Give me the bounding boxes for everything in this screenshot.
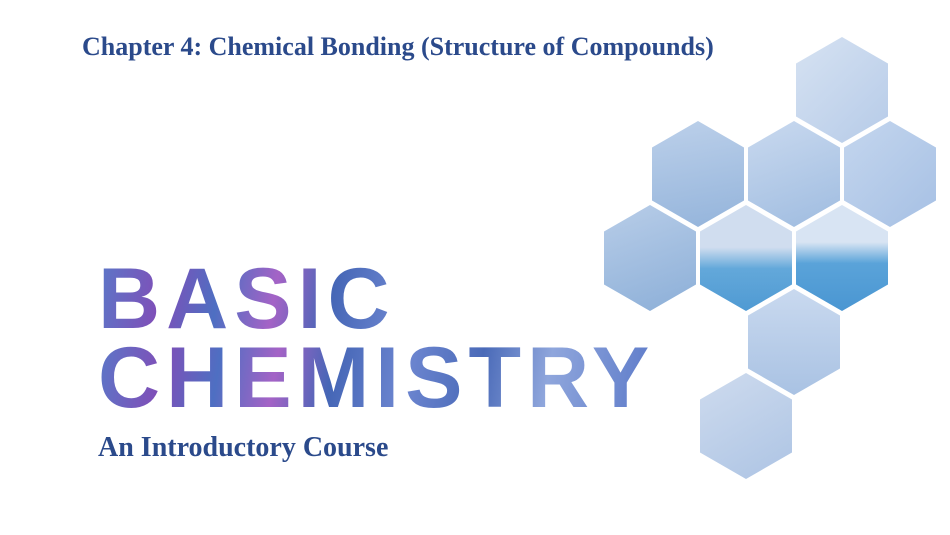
- title-block: BASIC CHEMISTRY An Introductory Course: [98, 260, 655, 464]
- hexagon: [796, 205, 888, 311]
- hexagon: [844, 121, 936, 227]
- hexagon: [748, 121, 840, 227]
- course-title-line2: CHEMISTRY: [98, 339, 655, 418]
- hexagon: [700, 373, 792, 479]
- chapter-heading: Chapter 4: Chemical Bonding (Structure o…: [82, 32, 714, 62]
- hexagon: [748, 289, 840, 395]
- course-subtitle: An Introductory Course: [98, 432, 655, 464]
- hexagon: [652, 121, 744, 227]
- hexagon: [796, 37, 888, 143]
- hexagon: [700, 205, 792, 311]
- course-title-line1: BASIC: [98, 260, 655, 339]
